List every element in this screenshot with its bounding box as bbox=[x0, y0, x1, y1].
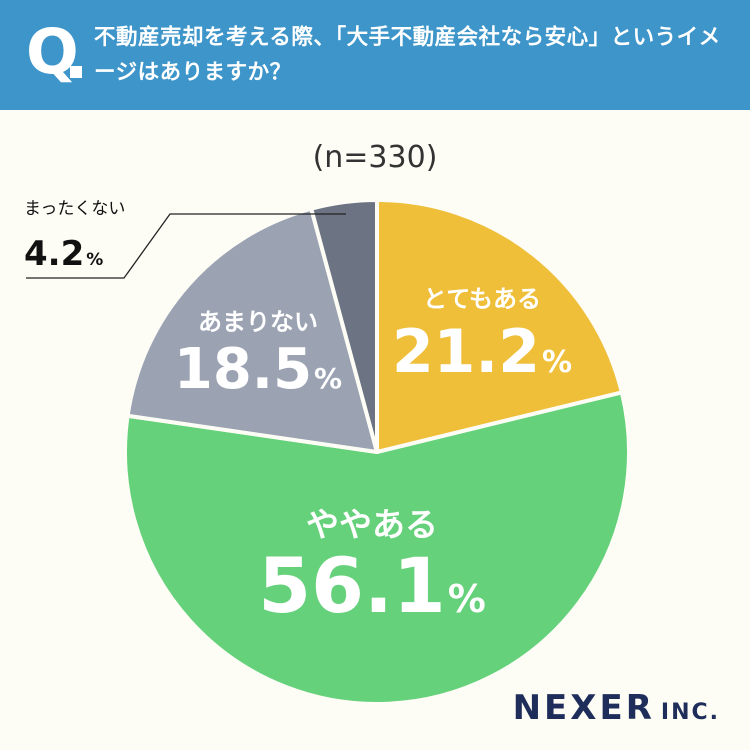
slice-value-label-not-at-all: 4.2% bbox=[24, 234, 103, 274]
sample-size: (n=330) bbox=[312, 140, 438, 175]
slice-unit-not-at-all: % bbox=[86, 250, 103, 270]
slice-label-very: とてもある bbox=[423, 285, 541, 313]
pie-slice-not-much bbox=[125, 206, 379, 454]
leader-line-not-at-all bbox=[26, 213, 346, 279]
slice-unit-not-much: % bbox=[314, 362, 342, 395]
question-header: Q 不動産売却を考える際、「大手不動産会社なら安心」というイメージはありますか？ bbox=[0, 0, 750, 110]
company-logo: NEXER INC. bbox=[513, 688, 720, 728]
slice-unit-very: % bbox=[542, 345, 572, 380]
slice-value-label-not-much: 18.5% bbox=[174, 337, 342, 402]
logo-suffix: INC. bbox=[660, 700, 720, 725]
slice-label-not-much: あまりない bbox=[198, 308, 318, 336]
q-mark: Q bbox=[26, 15, 79, 88]
slice-value-label-somewhat: 56.1% bbox=[258, 541, 486, 630]
slice-value-very: 21.2 bbox=[392, 317, 540, 387]
question-text: 不動産売却を考える際、「大手不動産会社なら安心」というイメージはありますか？ bbox=[94, 25, 721, 85]
slice-unit-somewhat: % bbox=[448, 577, 486, 621]
q-dot-icon bbox=[70, 66, 82, 78]
slice-label-somewhat: ややある bbox=[306, 505, 438, 544]
slice-value-label-very: 21.2% bbox=[392, 317, 572, 387]
slice-value-not-at-all: 4.2 bbox=[24, 234, 84, 274]
logo-name: NEXER bbox=[512, 688, 655, 728]
slice-label-not-at-all: まったくない bbox=[24, 199, 125, 219]
pie-slice-somewhat bbox=[123, 390, 631, 707]
pie-slice-not-at-all bbox=[309, 198, 379, 454]
slice-value-somewhat: 56.1 bbox=[258, 541, 446, 630]
slice-value-not-much: 18.5 bbox=[174, 337, 312, 402]
pie-slice-very bbox=[375, 198, 624, 454]
